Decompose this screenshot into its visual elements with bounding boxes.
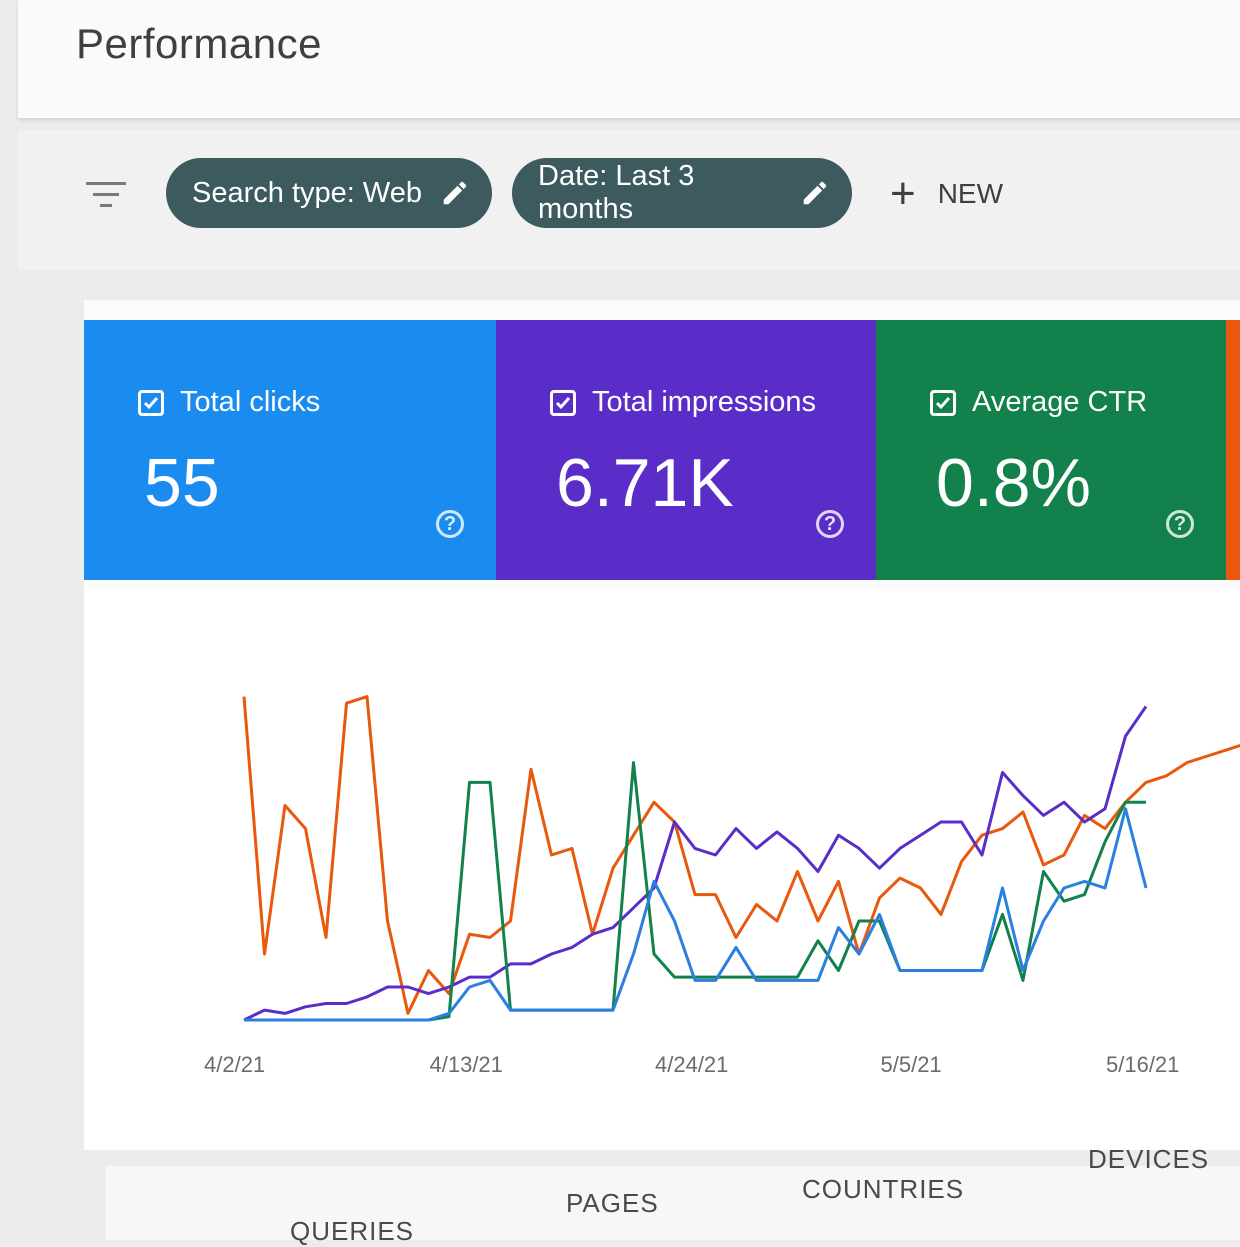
tab-countries[interactable]: COUNTRIES: [802, 1174, 965, 1204]
x-tick-label: 4/24/21: [655, 1052, 728, 1077]
line-chart: 4/2/21 4/13/21 4/24/21 5/5/21 5/16/21: [204, 695, 1240, 1077]
metric-label: Total impressions: [592, 386, 817, 418]
performance-card: Total clicks 55 ? Total impressions 6.71…: [84, 300, 1240, 1150]
dimension-tabs: QUERIES PAGES COUNTRIES DEVICES: [106, 1144, 1240, 1246]
series-line-1: [243, 705, 1148, 1022]
tab-devices[interactable]: DEVICES: [1088, 1144, 1210, 1174]
series-line-3: [244, 807, 1148, 1022]
metric-card-total-impressions[interactable]: Total impressions 6.71K ?: [496, 320, 876, 580]
search-type-chip-label: Search type: Web: [192, 176, 422, 209]
page-title: Performance: [76, 20, 322, 67]
checkbox-checked-icon[interactable]: [550, 389, 576, 416]
x-tick-label: 4/13/21: [430, 1052, 503, 1077]
date-range-chip-label: Date: Last 3 months: [538, 160, 695, 225]
x-tick-label: 5/5/21: [881, 1052, 942, 1077]
checkbox-checked-icon[interactable]: [930, 389, 956, 416]
help-icon[interactable]: ?: [1166, 510, 1194, 538]
metric-label-row: Average CTR: [930, 386, 1147, 419]
pencil-icon: [800, 178, 830, 208]
header: Performance: [18, 0, 1240, 118]
metric-value: 0.8%: [936, 445, 1091, 521]
tab-queries[interactable]: QUERIES: [290, 1216, 415, 1246]
new-filter-button[interactable]: + NEW: [890, 170, 1003, 218]
help-icon[interactable]: ?: [816, 510, 844, 538]
filter-bar: Search type: Web Date: Last 3 months + N…: [18, 130, 1240, 270]
performance-chart: 4/2/21 4/13/21 4/24/21 5/5/21 5/16/21: [84, 590, 1240, 1150]
search-type-chip[interactable]: Search type: Web: [166, 158, 492, 228]
metric-label: Total clicks: [180, 386, 321, 418]
metric-card-average-position[interactable]: [1226, 320, 1240, 580]
plus-icon: +: [890, 169, 916, 218]
checkbox-checked-icon[interactable]: [138, 389, 164, 416]
metric-card-average-ctr[interactable]: Average CTR 0.8% ?: [876, 320, 1226, 580]
metric-label: Average CTR: [972, 386, 1148, 418]
metric-label-row: Total clicks: [138, 386, 320, 419]
metric-value: 6.71K: [556, 445, 734, 521]
new-filter-label: NEW: [937, 178, 1004, 209]
metric-card-total-clicks[interactable]: Total clicks 55 ?: [84, 320, 496, 580]
x-tick-label: 5/16/21: [1106, 1052, 1179, 1077]
pencil-icon: [440, 178, 470, 208]
filter-lines-icon[interactable]: [84, 178, 128, 217]
tab-pages[interactable]: PAGES: [566, 1188, 659, 1218]
help-icon[interactable]: ?: [436, 510, 464, 538]
series-line-0: [242, 695, 1240, 1015]
x-tick-label: 4/2/21: [204, 1052, 265, 1077]
metric-label-row: Total impressions: [550, 386, 816, 419]
date-range-chip[interactable]: Date: Last 3 months: [512, 158, 852, 228]
metric-value: 55: [144, 445, 220, 521]
